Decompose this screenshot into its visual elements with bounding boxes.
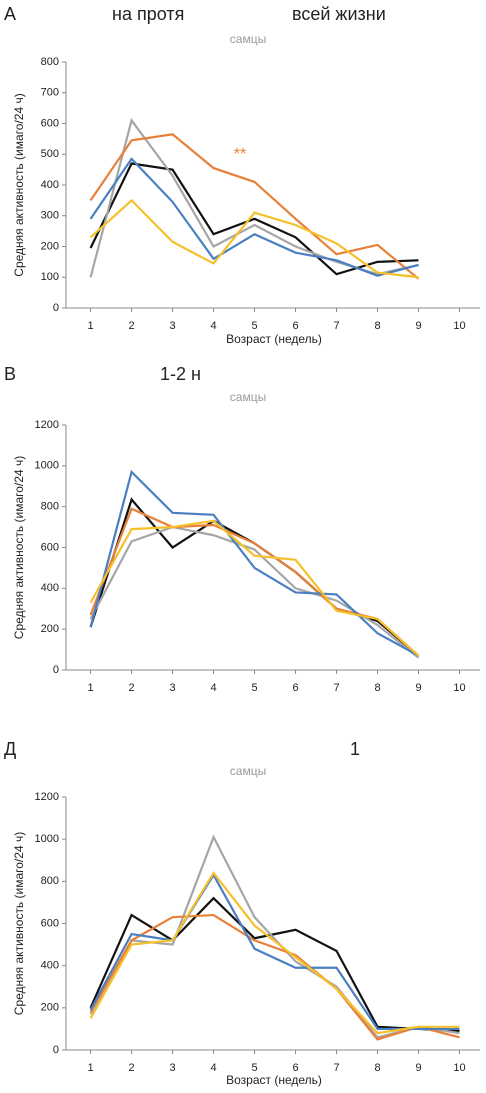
x-tick-label: 4 [211, 1062, 217, 1074]
panel-letter: А [4, 4, 16, 24]
x-tick-label: 9 [415, 1062, 421, 1074]
x-tick-label: 1 [88, 320, 94, 332]
chart-subtitle: самцы [230, 764, 266, 778]
series-line [89, 870, 460, 1035]
annotation: ** [234, 146, 246, 163]
chart-title: на протя [112, 4, 184, 24]
chart-subtitle: самцы [230, 32, 266, 46]
y-axis-label: Средняя активность (имаго/24 ч) [12, 93, 26, 276]
y-tick-label: 400 [41, 960, 59, 972]
x-tick-label: 7 [333, 682, 339, 694]
series-line [89, 507, 420, 657]
x-tick-label: 3 [170, 1062, 176, 1074]
x-tick-label: 1 [88, 682, 94, 694]
x-tick-label: 9 [415, 320, 421, 332]
x-tick-label: 10 [453, 1062, 465, 1074]
chart-title: 1-2 н [160, 364, 201, 384]
x-tick-label: 5 [251, 320, 257, 332]
x-axis-label: Возраст (недель) [226, 332, 322, 346]
y-tick-label: 500 [41, 148, 59, 160]
series-line [89, 497, 420, 657]
x-tick-label: 6 [292, 1062, 298, 1074]
y-tick-label: 1200 [35, 419, 59, 431]
y-tick-label: 800 [41, 56, 59, 68]
y-tick-label: 400 [41, 179, 59, 191]
series-line [89, 157, 419, 277]
y-tick-label: 800 [41, 875, 59, 887]
chart-subtitle: самцы [230, 390, 266, 404]
y-tick-label: 0 [53, 302, 59, 314]
y-tick-label: 0 [53, 664, 59, 676]
x-tick-label: 2 [129, 1062, 135, 1074]
series-line [89, 133, 420, 280]
y-tick-label: 800 [41, 501, 59, 513]
y-tick-label: 0 [53, 1044, 59, 1056]
y-tick-label: 200 [41, 1002, 59, 1014]
x-tick-label: 2 [129, 682, 135, 694]
y-tick-label: 700 [41, 87, 59, 99]
chart-title: 1 [350, 739, 360, 759]
x-tick-label: 10 [453, 320, 465, 332]
series-line [89, 913, 460, 1041]
series-line [89, 117, 419, 278]
y-tick-label: 600 [41, 541, 59, 553]
series-line [89, 198, 419, 279]
y-tick-label: 600 [41, 917, 59, 929]
panel-letter: В [4, 364, 16, 384]
y-tick-label: 400 [41, 582, 59, 594]
x-tick-label: 7 [333, 320, 339, 332]
series-line [89, 525, 420, 659]
x-tick-label: 8 [374, 682, 380, 694]
y-tick-label: 1000 [35, 833, 59, 845]
x-tick-label: 9 [415, 682, 421, 694]
x-tick-label: 4 [211, 320, 217, 332]
series-line [89, 162, 419, 276]
x-tick-label: 3 [170, 682, 176, 694]
y-tick-label: 1000 [35, 460, 59, 472]
series-line [89, 469, 420, 657]
series-line [89, 896, 460, 1033]
x-axis-label: Возраст (недель) [226, 1073, 322, 1087]
x-tick-label: 5 [251, 1062, 257, 1074]
x-tick-label: 3 [170, 320, 176, 332]
y-tick-label: 200 [41, 623, 59, 635]
x-tick-label: 6 [292, 320, 298, 332]
x-tick-label: 5 [251, 682, 257, 694]
x-tick-label: 8 [374, 320, 380, 332]
x-tick-label: 2 [129, 320, 135, 332]
y-axis-label: Средняя активность (имаго/24 ч) [12, 456, 26, 639]
chart-title: всей жизни [292, 4, 386, 24]
panel-letter: Д [4, 739, 16, 759]
y-tick-label: 600 [41, 117, 59, 129]
y-tick-label: 1200 [35, 791, 59, 803]
series-line [89, 519, 420, 657]
y-tick-label: 300 [41, 210, 59, 222]
x-tick-label: 1 [88, 1062, 94, 1074]
y-tick-label: 100 [41, 271, 59, 283]
x-tick-label: 7 [333, 1062, 339, 1074]
x-tick-label: 10 [453, 682, 465, 694]
x-tick-label: 4 [211, 682, 217, 694]
series-line [89, 872, 460, 1031]
y-axis-label: Средняя активность (имаго/24 ч) [12, 832, 26, 1015]
y-tick-label: 200 [41, 240, 59, 252]
x-tick-label: 8 [374, 1062, 380, 1074]
x-tick-label: 6 [292, 682, 298, 694]
